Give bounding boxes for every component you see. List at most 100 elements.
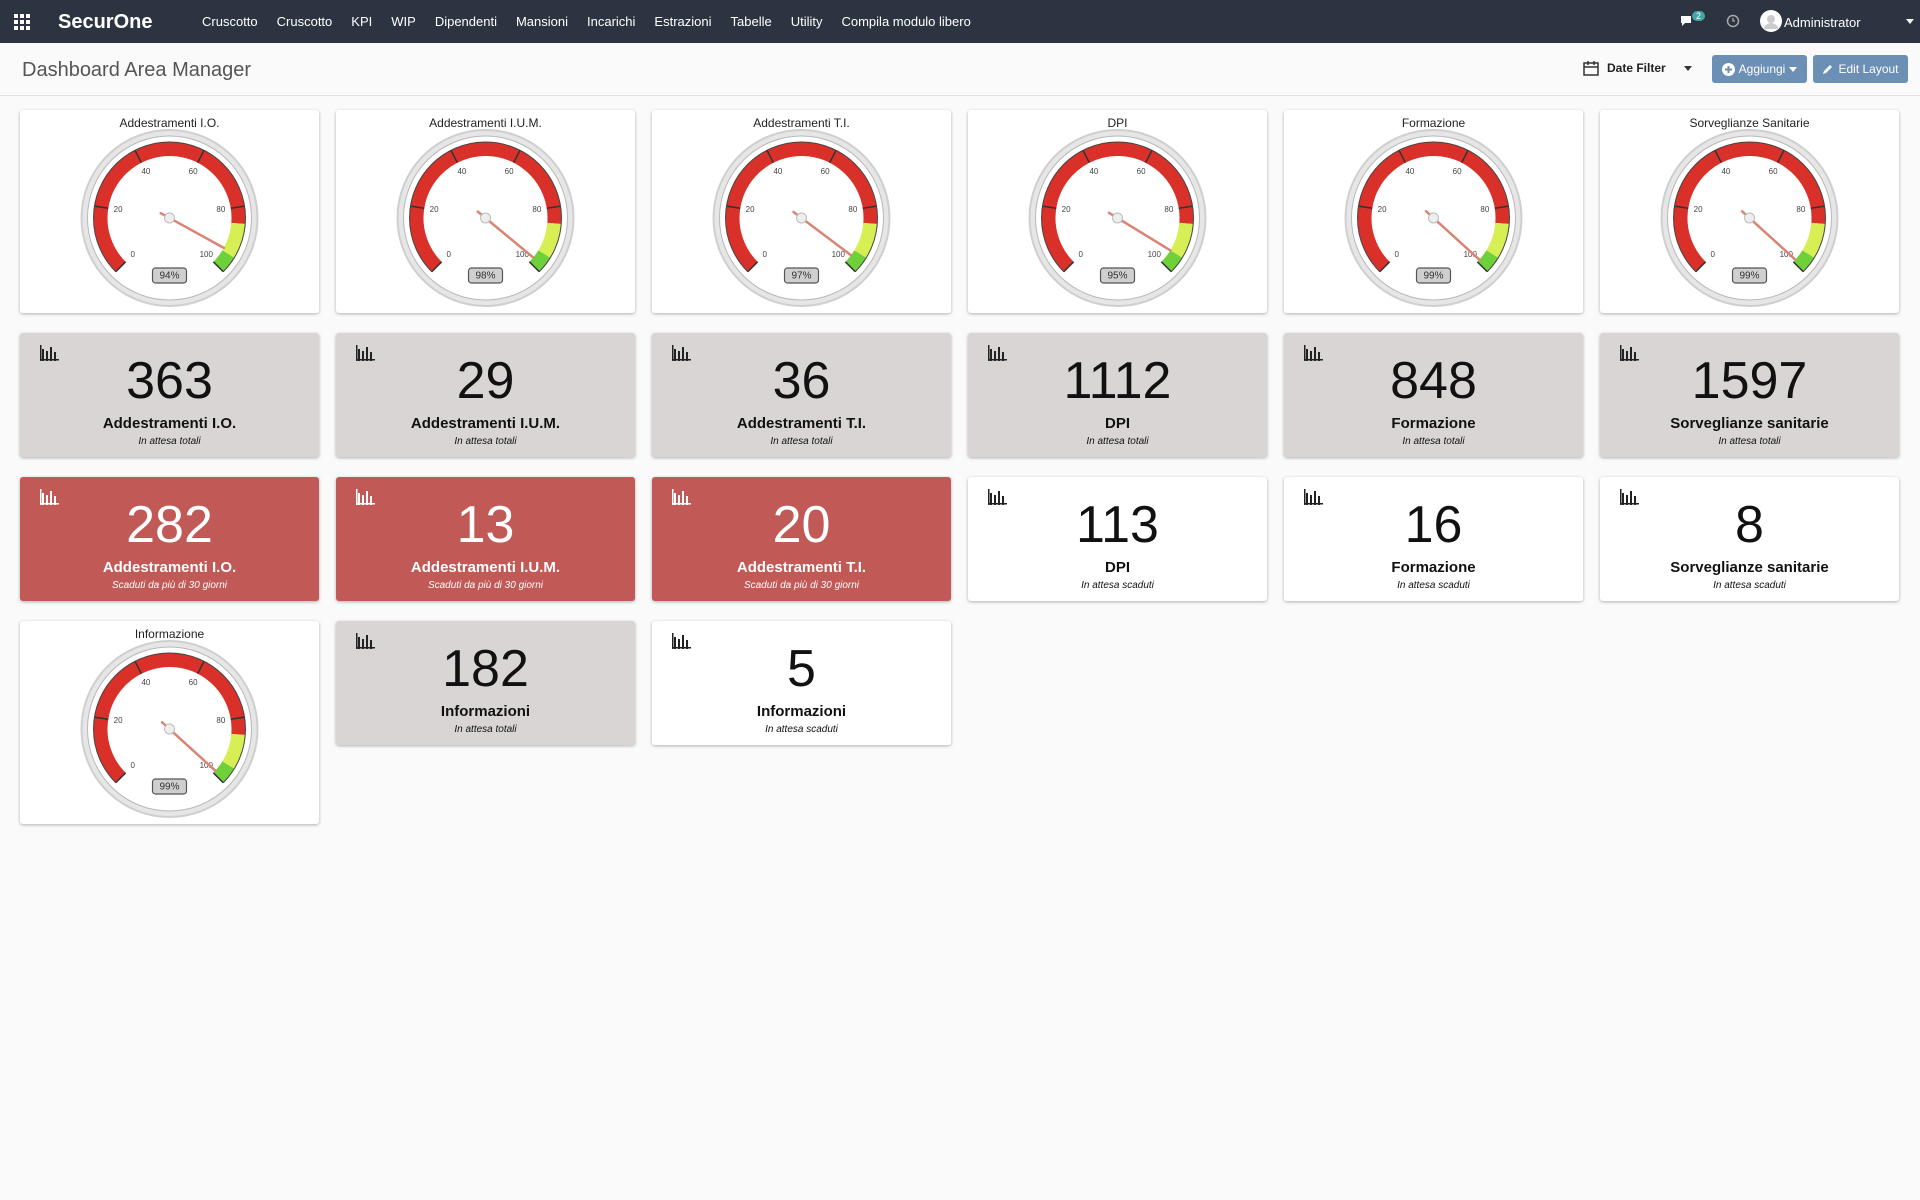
date-filter-label: Date Filter [1607,61,1666,75]
gauge-value-label: 99% [159,782,179,793]
stat-value: 113 [1076,496,1159,554]
gauge-title: Addestramenti I.U.M. [429,116,542,130]
stat-title: DPI [1104,559,1130,576]
chart-icon[interactable] [672,489,692,505]
chat-icon[interactable] [1680,14,1696,28]
menu-item[interactable]: KPI [351,14,373,29]
gauge-card: Sorveglianze Sanitarie 0 20 40 60 80 100 99% [1600,110,1899,313]
chart-icon[interactable] [1620,489,1640,505]
stat-value: 363 [126,352,213,410]
menu-item[interactable]: Utility [790,14,823,29]
gauge-tick-label: 60 [1453,167,1462,176]
stat-card: 20 Addestramenti T.I. Scaduti da più di 30… [652,477,951,601]
chart-icon[interactable] [356,633,376,649]
gauge-tick [212,261,224,273]
chart-icon[interactable] [672,345,692,361]
gauge-value-box [467,267,504,284]
gauge-tick [1379,261,1391,273]
gauge-value-label: 97% [791,271,811,282]
gauge-tick-label: 80 [848,205,857,214]
chart-icon-bar [1306,349,1308,361]
chart-icon-bar [54,352,56,361]
chart-icon-bar [682,491,684,505]
chart-icon[interactable] [1620,345,1640,361]
gauge-tick-label: 100 [832,250,846,259]
gauge-tick-label: 60 [821,167,830,176]
menu-item[interactable]: Cruscotto [276,14,333,29]
menu-item[interactable]: Dipendenti [434,14,497,29]
gauge-tick-label: 0 [447,250,452,259]
gauge-tick-label: 0 [1079,250,1084,259]
gauge-band-green [1477,250,1499,272]
stat-card: 1597 Sorveglianze sanitarie In attesa tota… [1600,333,1899,457]
gauge-tick-label: 80 [216,716,225,725]
date-filter[interactable]: Date Filter [1583,60,1692,76]
chart-icon-base [988,359,1007,361]
chart-icon[interactable] [40,489,60,505]
brand[interactable]: SecurOne [58,11,153,33]
gauge-card: Addestramenti I.U.M. 0 20 40 60 80 100 98% [336,110,635,313]
menu-item[interactable]: Cruscotto [202,14,258,29]
chart-icon-bar [1306,493,1308,505]
chart-icon-bar [674,349,676,361]
menu-item[interactable]: WIP [391,14,416,29]
chart-icon-bar [1622,493,1624,505]
chart-icon[interactable] [356,489,376,505]
gauge-hub [480,212,491,224]
gauge-tick [844,261,856,273]
chart-icon-base [356,503,375,505]
stat-title: Addestramenti I.O. [102,559,237,576]
chart-icon-base [988,503,1007,505]
gauge-tick-label: 80 [1164,205,1173,214]
stat-card: 363 Addestramenti I.O. In attesa totali [20,333,319,457]
chart-icon-base [1304,359,1323,361]
gauge-band-edge [93,652,246,784]
chart-icon-bar [1310,495,1312,505]
menu-item[interactable]: Tabelle [730,14,772,29]
chart-icon[interactable] [988,489,1008,505]
user-menu[interactable]: Administrator [1784,15,1861,30]
gauge-tick [766,149,775,164]
chart-icon-bar [370,640,372,649]
gauge-card: DPI 0 20 40 60 80 100 95% [968,110,1267,313]
gauge-tick [431,261,443,273]
gauge-value-box [1731,267,1768,284]
gauge-tick-label: 0 [131,761,136,770]
gauge-tick-label: 40 [1721,167,1730,176]
clock-icon[interactable] [1726,14,1740,28]
menu-item[interactable]: Compila modulo libero [841,14,971,29]
apps-icon[interactable] [14,14,30,30]
menu-item[interactable]: Estrazioni [654,14,712,29]
gauge-tick-label: 60 [189,678,198,687]
stat-card: 13 Addestramenti I.U.M. Scaduti da più di … [336,477,635,601]
chart-icon[interactable] [1304,489,1324,505]
chart-icon[interactable] [672,633,692,649]
stat-title: Informazioni [440,703,531,720]
stat-value: 20 [772,496,831,554]
add-button[interactable]: Aggiungi [1712,55,1807,83]
chart-icon-axis [1304,489,1306,505]
chart-icon[interactable] [988,345,1008,361]
menu-item[interactable]: Incarichi [587,14,636,29]
stat-subtitle: Scaduti da più di 30 giorni [427,580,544,591]
chart-icon[interactable] [40,345,60,361]
menu-item[interactable]: Mansioni [515,14,568,29]
gauge-tick [546,205,561,210]
chart-icon-base [1620,503,1639,505]
menu: Cruscotto Cruscotto KPI WIP Dipendenti Mansio… [202,14,971,29]
pencil-icon [1823,65,1833,74]
chart-icon[interactable] [356,345,376,361]
gauge-band-red [409,142,562,272]
avatar[interactable] [1760,10,1782,32]
gauge-tick [450,149,459,164]
edit-layout-button[interactable]: Edit Layout [1813,55,1908,83]
edit-layout-label: Edit Layout [1838,62,1899,76]
chart-icon-axis [1620,489,1622,505]
stat-title: Sorveglianze sanitarie [1670,415,1829,432]
gauge-tick [528,261,540,273]
chart-icon[interactable] [1304,345,1324,361]
gauge-tick [747,261,759,273]
gauge-value-label: 99% [1423,271,1443,282]
gauge-tick [828,149,837,164]
stat-title: Addestramenti I.U.M. [410,559,561,576]
